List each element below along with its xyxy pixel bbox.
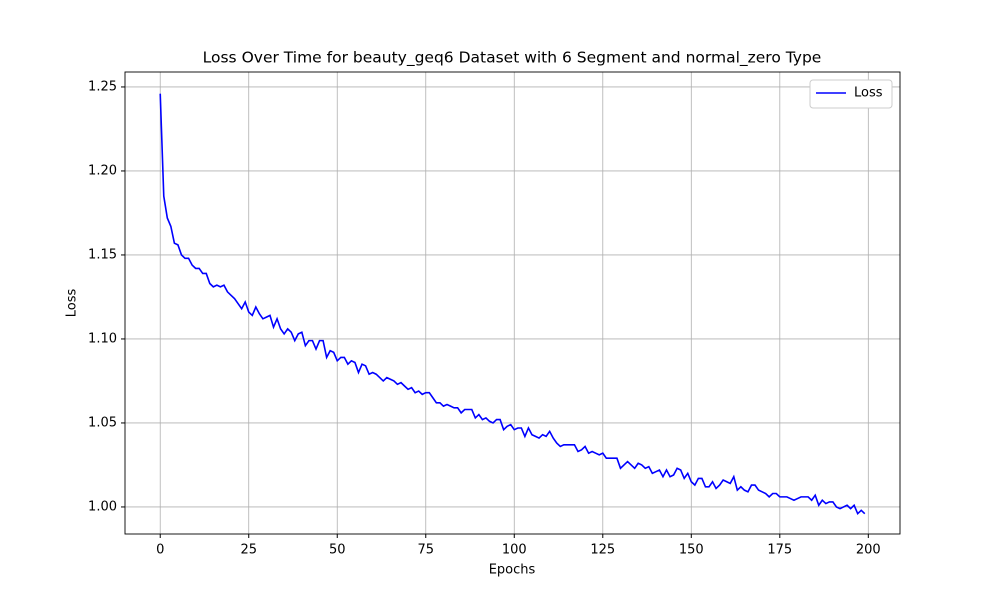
y-axis-label: Loss	[65, 289, 80, 318]
x-tick-label: 200	[856, 543, 881, 558]
y-tick-label: 1.05	[88, 415, 117, 430]
x-tick-label: 0	[156, 543, 164, 558]
legend-box	[809, 79, 893, 109]
chart-title: Loss Over Time for beauty_geq6 Dataset w…	[203, 49, 822, 68]
x-axis-label: Epochs	[489, 563, 536, 578]
x-tick-label: 175	[767, 543, 792, 558]
x-tick-label: 75	[417, 543, 434, 558]
y-tick-label: 1.15	[88, 247, 117, 262]
line-series	[159, 93, 866, 516]
y-tick-label: 1.20	[88, 163, 117, 178]
y-tick-label: 1.00	[88, 499, 117, 514]
x-tick-label: 25	[240, 543, 257, 558]
plot-frame	[124, 71, 901, 535]
x-tick-label: 100	[502, 543, 527, 558]
x-tick-label: 50	[329, 543, 346, 558]
y-tick-label: 1.10	[88, 331, 117, 346]
x-tick-label: 125	[590, 543, 615, 558]
y-tick-label: 1.25	[88, 79, 117, 94]
legend-label: Loss	[854, 86, 883, 101]
x-tick-label: 150	[679, 543, 704, 558]
